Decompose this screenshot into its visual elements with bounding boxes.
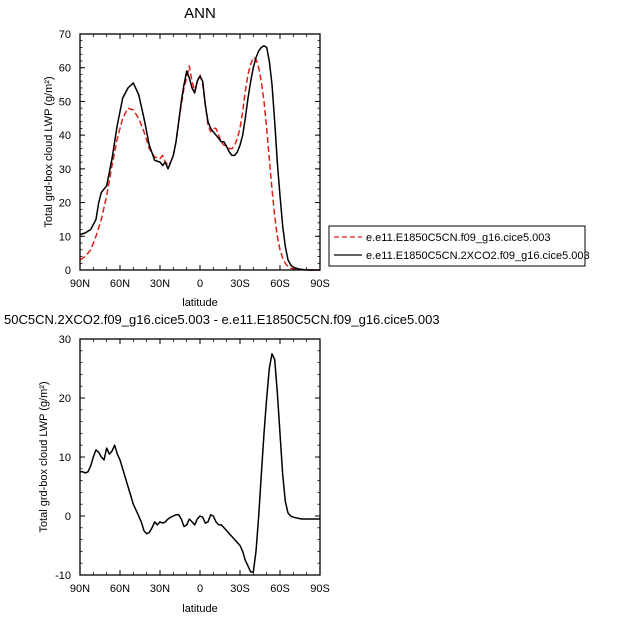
bottom-plot-frame [79, 338, 321, 576]
top-y-tick-label: 40 [59, 130, 71, 142]
top-x-tick-label: 90S [310, 278, 330, 290]
top-x-tick-label: 0 [197, 278, 203, 290]
top-ticks: 90N 60N 30N 0 30S 60S 90S 0 10 20 30 40 50 60 70 [59, 29, 330, 290]
bottom-x-tick-label: 0 [197, 583, 203, 595]
top-y-tick-label: 30 [59, 164, 71, 176]
bottom-x-axis-label: latitude [182, 603, 217, 615]
bottom-y-axis-label-text: Total grd-box cloud LWP (g/m²) [38, 381, 50, 532]
bottom-x-tick-label: 60S [270, 583, 290, 595]
top-y-tick-label: 70 [59, 29, 71, 41]
top-chart-title: ANN [184, 5, 216, 22]
bottom-y-axis-label: Total grd-box cloud LWP (g/m²) [38, 381, 50, 532]
bottom-x-tick-label: 90N [70, 583, 90, 595]
top-y-tick-label: 60 [59, 63, 71, 75]
top-x-tick-label: 60N [110, 278, 130, 290]
bottom-y-tick-label: -10 [55, 570, 71, 582]
top-x-tick-label: 60S [270, 278, 290, 290]
top-x-tick-label: 90N [70, 278, 90, 290]
bottom-panel: 50C5CN.2XCO2.f09_g16.cice5.003 - e.e11.E… [4, 312, 440, 615]
top-x-tick-label: 30N [150, 278, 170, 290]
legend: e.e11.E1850C5CN.f09_g16.cice5.003 e.e11.… [328, 225, 590, 267]
top-series-line-1 [79, 45, 320, 271]
top-y-axis-label: Total grd-box cloud LWP (g/m²) [43, 76, 55, 227]
bottom-x-tick-label: 90S [310, 583, 330, 595]
bottom-chart-title: 50C5CN.2XCO2.f09_g16.cice5.003 - e.e11.E… [4, 312, 440, 327]
top-x-axis-label: latitude [182, 297, 217, 309]
top-plot-frame [79, 33, 321, 271]
top-y-tick-label: 10 [59, 231, 71, 243]
bottom-x-tick-label: 30S [230, 583, 250, 595]
top-y-tick-label: 0 [65, 265, 71, 277]
legend-label-2xco2: e.e11.E1850C5CN.2XCO2.f09_g16.cice5.003 [366, 250, 590, 262]
top-y-axis-label-text: Total grd-box cloud LWP (g/m²) [43, 76, 55, 227]
bottom-series-line-0 [80, 353, 320, 573]
bottom-ticks: 90N 60N 30N 0 30S 60S 90S -10 0 10 20 30 [55, 334, 330, 595]
top-series-line-0 [79, 56, 320, 271]
bottom-y-tick-label: 30 [59, 334, 71, 346]
top-x-tick-label: 30S [230, 278, 250, 290]
top-y-tick-label: 50 [59, 96, 71, 108]
legend-label-control: e.e11.E1850C5CN.f09_g16.cice5.003 [366, 232, 551, 244]
bottom-y-tick-label: 10 [59, 452, 71, 464]
top-series [79, 45, 320, 271]
top-y-tick-label: 20 [59, 198, 71, 210]
bottom-series [80, 353, 320, 573]
top-panel: ANN Total grd-box cloud LWP (g/m²) latit… [43, 5, 590, 309]
bottom-x-tick-label: 30N [150, 583, 170, 595]
legend-box [328, 225, 586, 267]
bottom-y-tick-label: 0 [65, 511, 71, 523]
bottom-y-tick-label: 20 [59, 393, 71, 405]
bottom-x-tick-label: 60N [110, 583, 130, 595]
